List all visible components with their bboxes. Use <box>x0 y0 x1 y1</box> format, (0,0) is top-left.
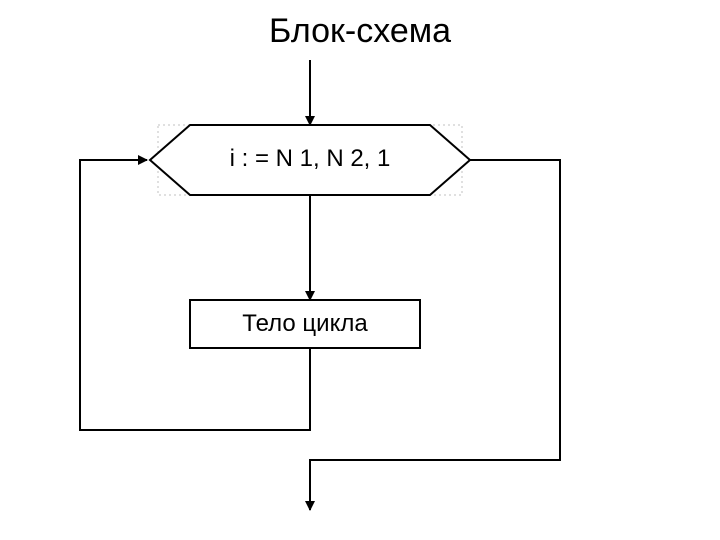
loop-body-label: Тело цикла <box>190 310 420 338</box>
flowchart-canvas: Блок-схема i : = N 1, N 2, 1 Тело цикла <box>0 0 720 540</box>
flowchart-svg <box>0 0 720 540</box>
loop-header-label: i : = N 1, N 2, 1 <box>150 145 470 173</box>
